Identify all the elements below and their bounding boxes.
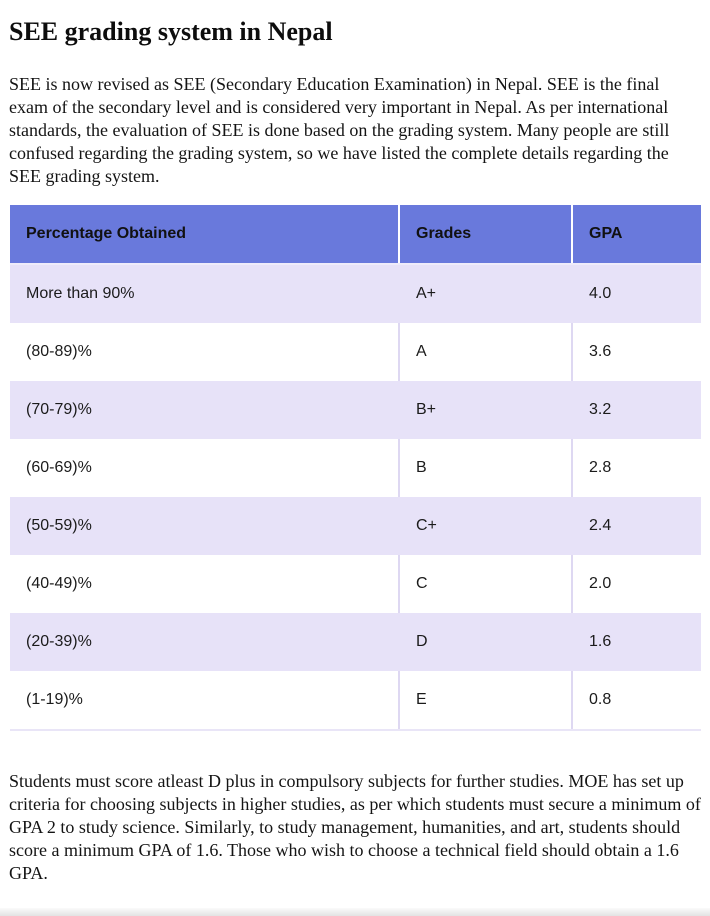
- cell-gpa: 2.8: [571, 439, 701, 497]
- cell-grade: B+: [398, 381, 572, 439]
- table-row: (50-59)% C+ 2.4: [10, 497, 701, 555]
- cell-gpa: 4.0: [571, 264, 701, 323]
- footer-paragraph: Students must score atleast D plus in co…: [9, 771, 701, 883]
- cell-percentage: (20-39)%: [10, 613, 399, 671]
- table-row: (70-79)% B+ 3.2: [10, 381, 701, 439]
- table-row: More than 90% A+ 4.0: [10, 264, 701, 323]
- cell-percentage: (60-69)%: [10, 439, 399, 497]
- cell-gpa: 1.6: [571, 613, 701, 671]
- intro-paragraph: SEE is now revised as SEE (Secondary Edu…: [9, 74, 670, 186]
- cell-gpa: 3.2: [571, 381, 701, 439]
- cell-percentage: (70-79)%: [10, 381, 399, 439]
- cell-grade: D: [398, 613, 572, 671]
- cell-grade: A+: [398, 264, 572, 323]
- table-row: (40-49)% C 2.0: [10, 555, 701, 613]
- cell-percentage: More than 90%: [10, 264, 399, 323]
- table-row: (80-89)% A 3.6: [10, 323, 701, 381]
- cell-grade: B: [398, 439, 572, 497]
- cell-grade: C+: [398, 497, 572, 555]
- cell-grade: E: [398, 671, 572, 731]
- cell-grade: A: [398, 323, 572, 381]
- table-row: (20-39)% D 1.6: [10, 613, 701, 671]
- table-row: (60-69)% B 2.8: [10, 439, 701, 497]
- cell-grade: C: [398, 555, 572, 613]
- cell-gpa: 3.6: [571, 323, 701, 381]
- cell-percentage: (50-59)%: [10, 497, 399, 555]
- cell-gpa: 0.8: [571, 671, 701, 731]
- cell-gpa: 2.0: [571, 555, 701, 613]
- column-header-percentage: Percentage Obtained: [10, 205, 399, 265]
- article-page: SEE grading system in Nepal SEE is now r…: [0, 16, 710, 885]
- bottom-edge-bar: [0, 908, 710, 916]
- grading-table: Percentage Obtained Grades GPA More than…: [10, 205, 701, 731]
- cell-percentage: (80-89)%: [10, 323, 399, 381]
- cell-gpa: 2.4: [571, 497, 701, 555]
- page-title: SEE grading system in Nepal: [9, 17, 333, 46]
- column-header-gpa: GPA: [571, 205, 701, 265]
- cell-percentage: (40-49)%: [10, 555, 399, 613]
- table-header-row: Percentage Obtained Grades GPA: [10, 205, 701, 265]
- column-header-grades: Grades: [398, 205, 572, 265]
- cell-percentage: (1-19)%: [10, 671, 399, 731]
- table-row: (1-19)% E 0.8: [10, 671, 701, 731]
